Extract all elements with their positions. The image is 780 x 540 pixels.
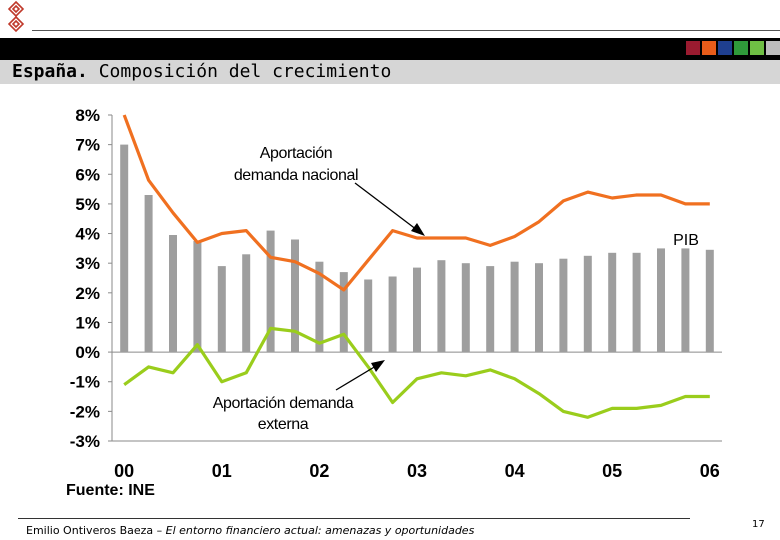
footer-author: Emilio Ontiveros Baeza – [26,524,166,537]
chart-lines [122,114,710,419]
page-title-rest: Composición del crecimiento [87,61,392,82]
pib-bar-4 [217,266,226,352]
pib-bar-1 [144,195,153,353]
annotation-nacional-2: demanda nacional [234,167,358,184]
x-tick-label-0: 00 [114,461,134,481]
footer-subtitle: El entorno financiero actual: amenazas y… [165,524,475,537]
pib-bar-15 [486,266,495,352]
line-demanda-nacional [122,114,710,292]
arrow-nacional-head [411,223,425,236]
color-swatch-5 [766,41,780,55]
y-tick-label-2: 6% [75,165,100,184]
y-tick-label-6: 2% [75,284,100,303]
pib-bar-13 [437,260,446,353]
y-tick-label-10: -2% [70,402,100,421]
company-logo [7,0,25,33]
pib-bar-24 [705,249,714,352]
footer-rule [18,518,690,519]
pib-bar-12 [413,267,421,353]
x-tick-label-3: 03 [407,461,427,481]
pib-bar-22 [657,248,665,353]
color-swatch-1 [702,41,716,55]
pib-bar-0 [120,144,129,353]
color-swatch-3 [734,41,748,55]
y-tick-label-0: 8% [75,106,100,125]
chart-source: Fuente: INE [66,482,155,499]
pib-bar-7 [291,239,299,353]
x-tick-label-1: 01 [212,461,232,481]
pib-bar-19 [583,255,592,353]
annotation-externa-2: externa [258,416,309,433]
y-tick-label-9: -1% [70,373,100,392]
y-tick-label-4: 4% [75,225,100,244]
y-tick-label-1: 7% [75,136,100,155]
x-tick-label-5: 05 [602,461,622,481]
pib-bar-3 [193,241,202,353]
pib-bar-14 [461,263,470,353]
y-tick-label-5: 3% [75,254,100,273]
annotation-pib: PIB [673,232,699,249]
line-demanda-externa [123,326,710,419]
color-swatches [686,41,780,55]
x-tick-label-4: 04 [505,461,525,481]
chart-annotations: Aportación demanda nacional Aportación d… [66,145,699,499]
page-title-bold: España. [12,61,88,82]
header-bar [0,38,780,60]
pib-bar-6 [266,230,275,353]
color-swatch-0 [686,41,700,55]
pib-bar-2 [169,235,177,353]
footer-text: Emilio Ontiveros Baeza – El entorno fina… [26,524,474,537]
pib-bar-20 [608,252,617,353]
title-bar [0,60,780,84]
y-tick-label-11: -3% [70,432,100,451]
pib-bar-11 [388,276,397,353]
y-tick-label-3: 5% [75,195,100,214]
color-swatch-2 [718,41,732,55]
pib-bar-9 [339,272,348,353]
color-swatch-4 [750,41,764,55]
pib-bar-21 [632,252,641,353]
page-number: 17 [752,519,765,530]
pib-bar-23 [681,248,690,353]
x-tick-labels: 00 01 02 03 04 05 06 [114,461,720,481]
page-title: España. Composición del crecimiento [12,61,391,82]
pib-bar-5 [242,254,251,353]
pib-bars [120,144,714,353]
x-tick-label-6: 06 [700,461,720,481]
pib-bar-8 [315,261,324,353]
annotation-nacional-1: Aportación [260,145,333,162]
arrow-nacional [354,182,422,234]
pib-bar-17 [535,263,543,353]
arrow-externa-head [371,360,385,372]
pib-bar-10 [364,279,373,353]
y-tick-labels: 8% 7% 6% 5% 4% 3% 2% 1% 0% -1% -2% -3% [70,106,100,451]
x-tick-label-2: 02 [309,461,329,481]
pib-bar-18 [559,258,568,353]
y-tick-label-8: 0% [75,343,100,362]
pib-bar-16 [510,261,519,353]
top-rule [32,30,780,31]
annotation-externa-1: Aportación demanda [213,395,354,412]
y-tick-label-7: 1% [75,314,100,333]
